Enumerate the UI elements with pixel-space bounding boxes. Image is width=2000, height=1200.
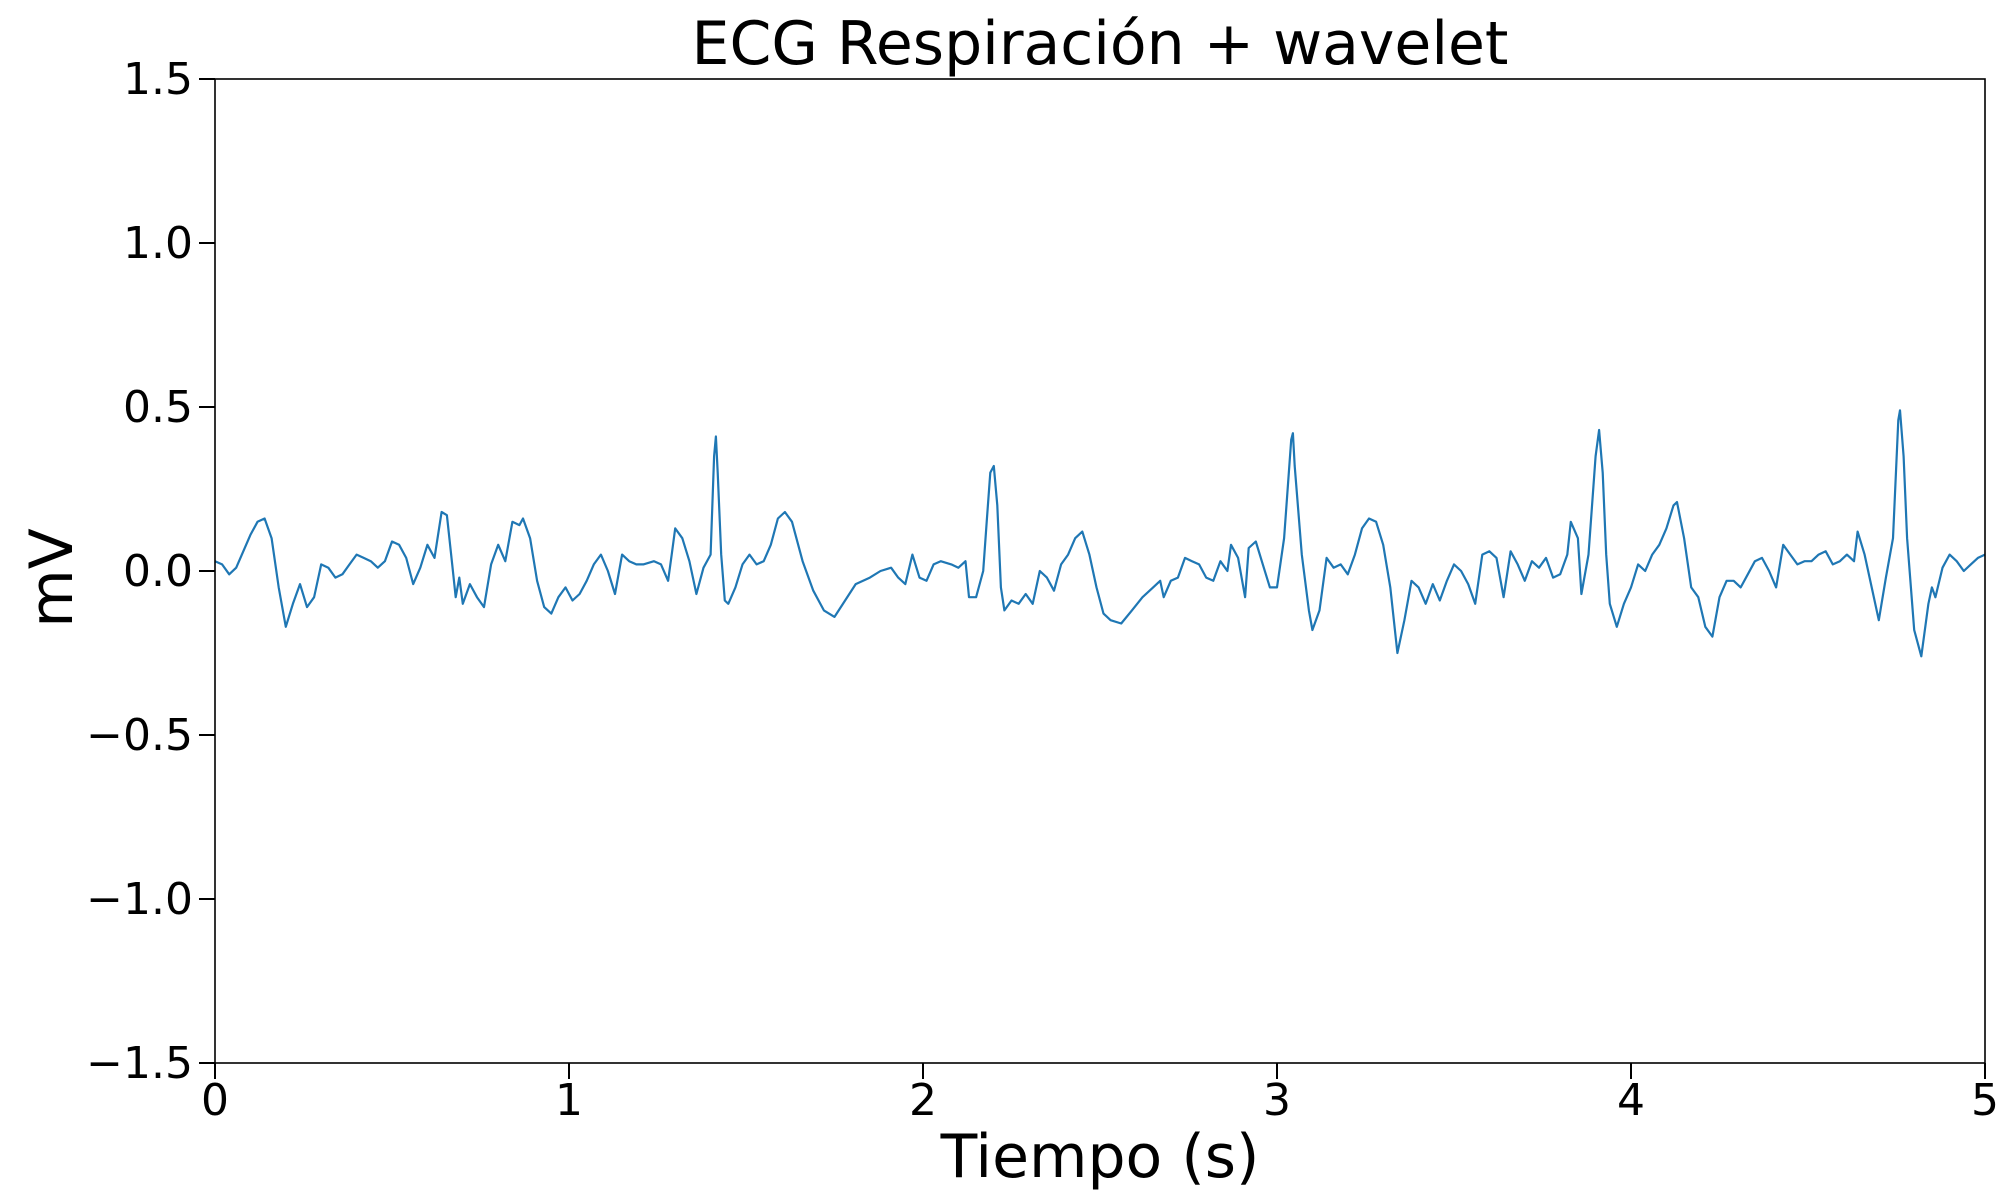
axes-frame (214, 78, 1986, 1064)
y-tick-label: 0.5 (123, 382, 193, 433)
y-tick-label: 1.5 (123, 54, 193, 105)
y-tick-label: 1.0 (123, 218, 193, 269)
y-tick-label: 0.0 (123, 546, 193, 597)
y-axis-label: mV (17, 528, 87, 628)
x-tick-label: 4 (1617, 1075, 1645, 1126)
x-tick-label: 5 (1971, 1075, 1999, 1126)
y-tick-label: −1.5 (86, 1038, 193, 1089)
x-tick-label: 1 (555, 1075, 583, 1126)
y-axis-ticks: −1.5 −1.0 −0.5 0.0 0.5 1.0 1.5 (86, 54, 215, 1089)
plot-area (214, 78, 1986, 1064)
x-tick-label: 0 (201, 1075, 229, 1126)
y-tick-label: −1.0 (86, 874, 193, 925)
x-tick-label: 3 (1263, 1075, 1291, 1126)
x-tick-label: 2 (909, 1075, 937, 1126)
x-axis-label: Tiempo (s) (940, 1122, 1260, 1192)
series-line-0 (214, 409, 1986, 658)
chart-title: ECG Respiración + wavelet (692, 9, 1509, 79)
x-axis-ticks: 0 1 2 3 4 5 (201, 1063, 1999, 1126)
y-tick-label: −0.5 (86, 710, 193, 761)
